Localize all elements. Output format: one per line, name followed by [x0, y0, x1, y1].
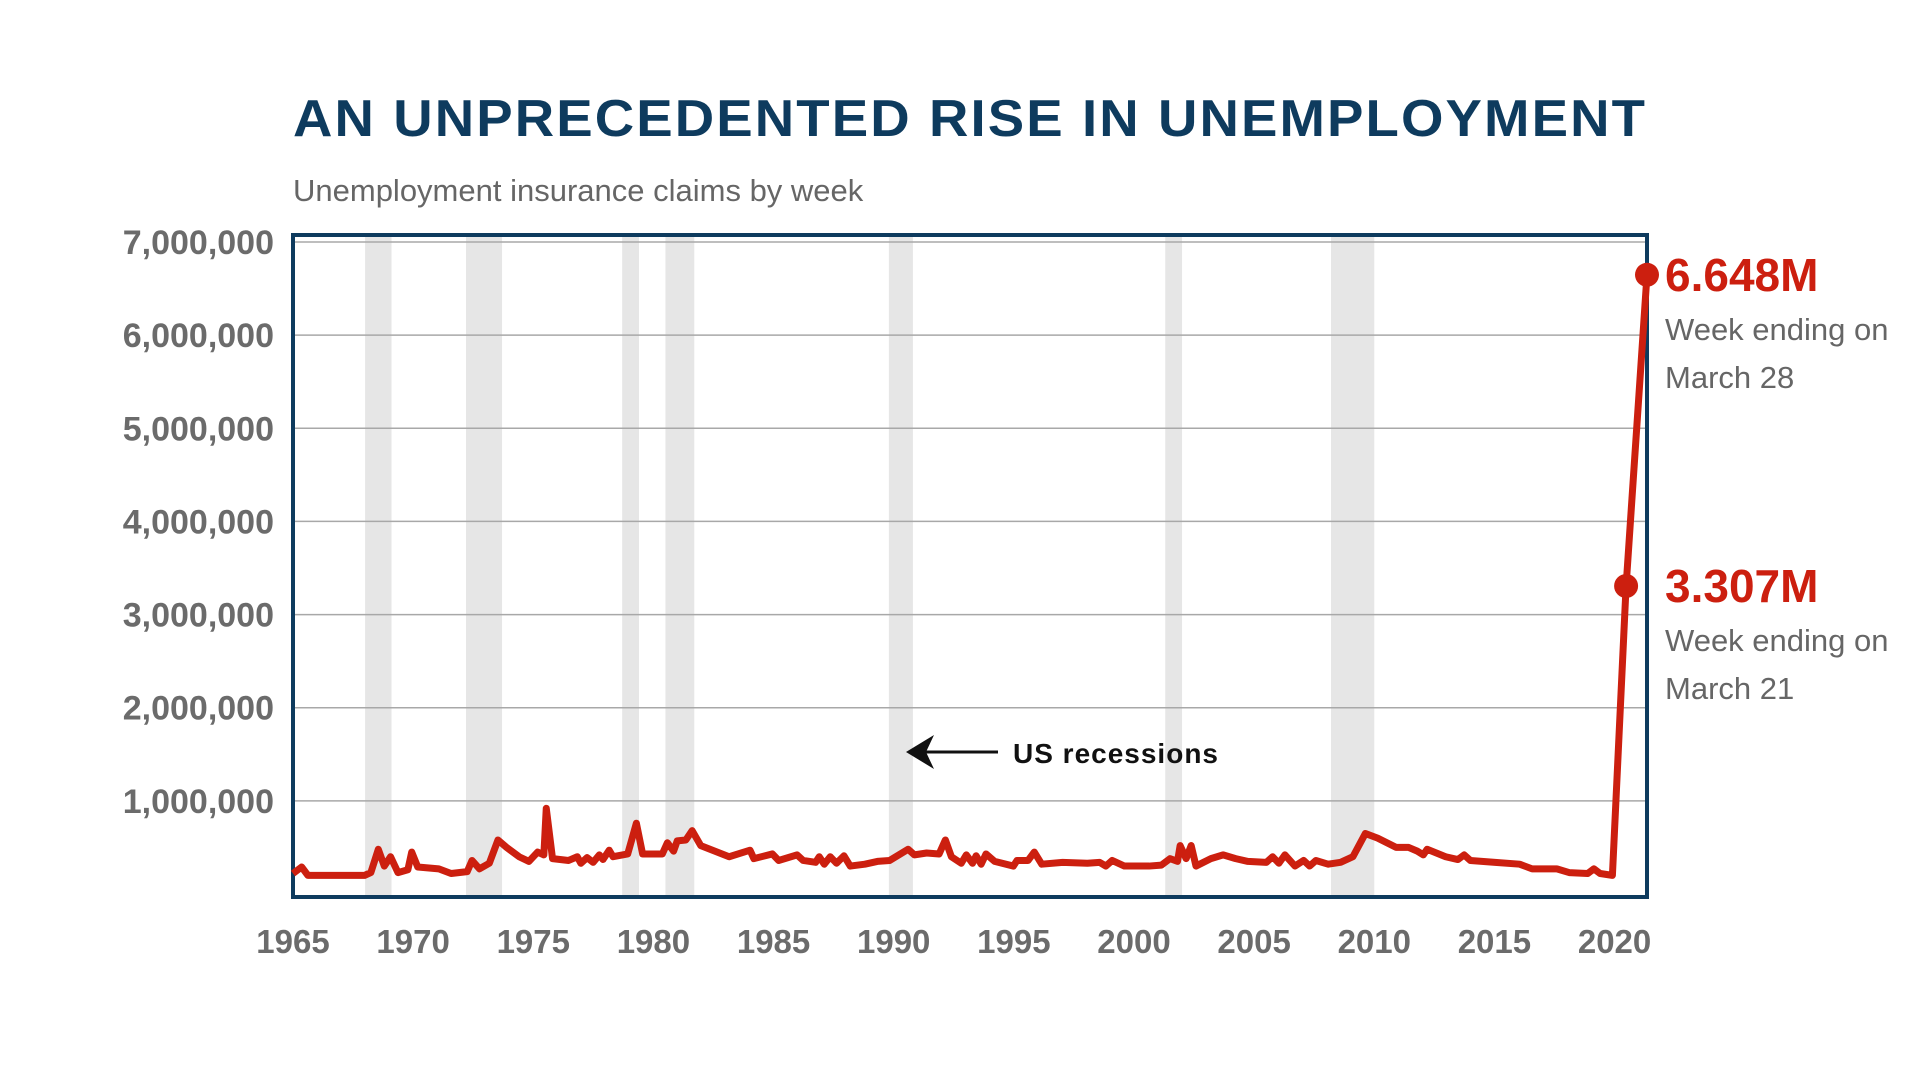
recession-band — [1165, 237, 1183, 895]
highlight-note: Week ending on — [1665, 312, 1888, 347]
x-tick-label: 1985 — [737, 923, 810, 960]
x-tick-label: 2000 — [1097, 923, 1170, 960]
recession-band — [665, 237, 695, 895]
x-tick-label: 1990 — [857, 923, 930, 960]
y-tick-label: 7,000,000 — [123, 224, 274, 262]
x-tick-label: 2010 — [1338, 923, 1411, 960]
recession-bands — [365, 237, 1375, 895]
recession-band — [1331, 237, 1375, 895]
x-tick-label: 1980 — [617, 923, 690, 960]
recession-label: US recessions — [1013, 738, 1219, 769]
highlight-note: Week ending on — [1665, 623, 1888, 658]
plot-frame — [291, 233, 1649, 899]
highlight-note: March 28 — [1665, 360, 1794, 395]
recession-band — [365, 237, 392, 895]
highlight-label: 3.307M — [1665, 560, 1818, 612]
y-tick-label: 1,000,000 — [123, 783, 274, 821]
chart-title: AN UNPRECEDENTED RISE IN UNEMPLOYMENT — [293, 90, 1647, 148]
highlight-point — [1614, 573, 1639, 598]
x-tick-label: 1995 — [977, 923, 1050, 960]
x-tick-label: 2005 — [1217, 923, 1290, 960]
arrow-head — [906, 735, 934, 769]
x-tick-label: 1965 — [256, 923, 329, 960]
y-tick-label: 5,000,000 — [123, 410, 274, 448]
x-tick-label: 1970 — [376, 923, 449, 960]
y-tick-label: 4,000,000 — [123, 503, 274, 541]
x-tick-label: 1975 — [497, 923, 570, 960]
highlight-label: 6.648M — [1665, 249, 1818, 301]
recession-band — [466, 237, 503, 895]
y-tick-label: 3,000,000 — [123, 597, 274, 635]
recession-band — [888, 237, 913, 895]
y-tick-label: 6,000,000 — [123, 317, 274, 355]
grid — [293, 241, 1647, 802]
highlight-point — [1635, 262, 1659, 287]
data-line — [290, 274, 1651, 879]
highlight-note: March 21 — [1665, 671, 1794, 706]
y-tick-label: 2,000,000 — [123, 690, 274, 728]
x-tick-label: 2015 — [1458, 923, 1531, 960]
chart-subtitle: Unemployment insurance claims by week — [293, 173, 864, 208]
x-tick-label: 2020 — [1578, 923, 1651, 960]
recession-band — [622, 237, 640, 895]
recession-annotation: US recessions — [906, 735, 1219, 769]
